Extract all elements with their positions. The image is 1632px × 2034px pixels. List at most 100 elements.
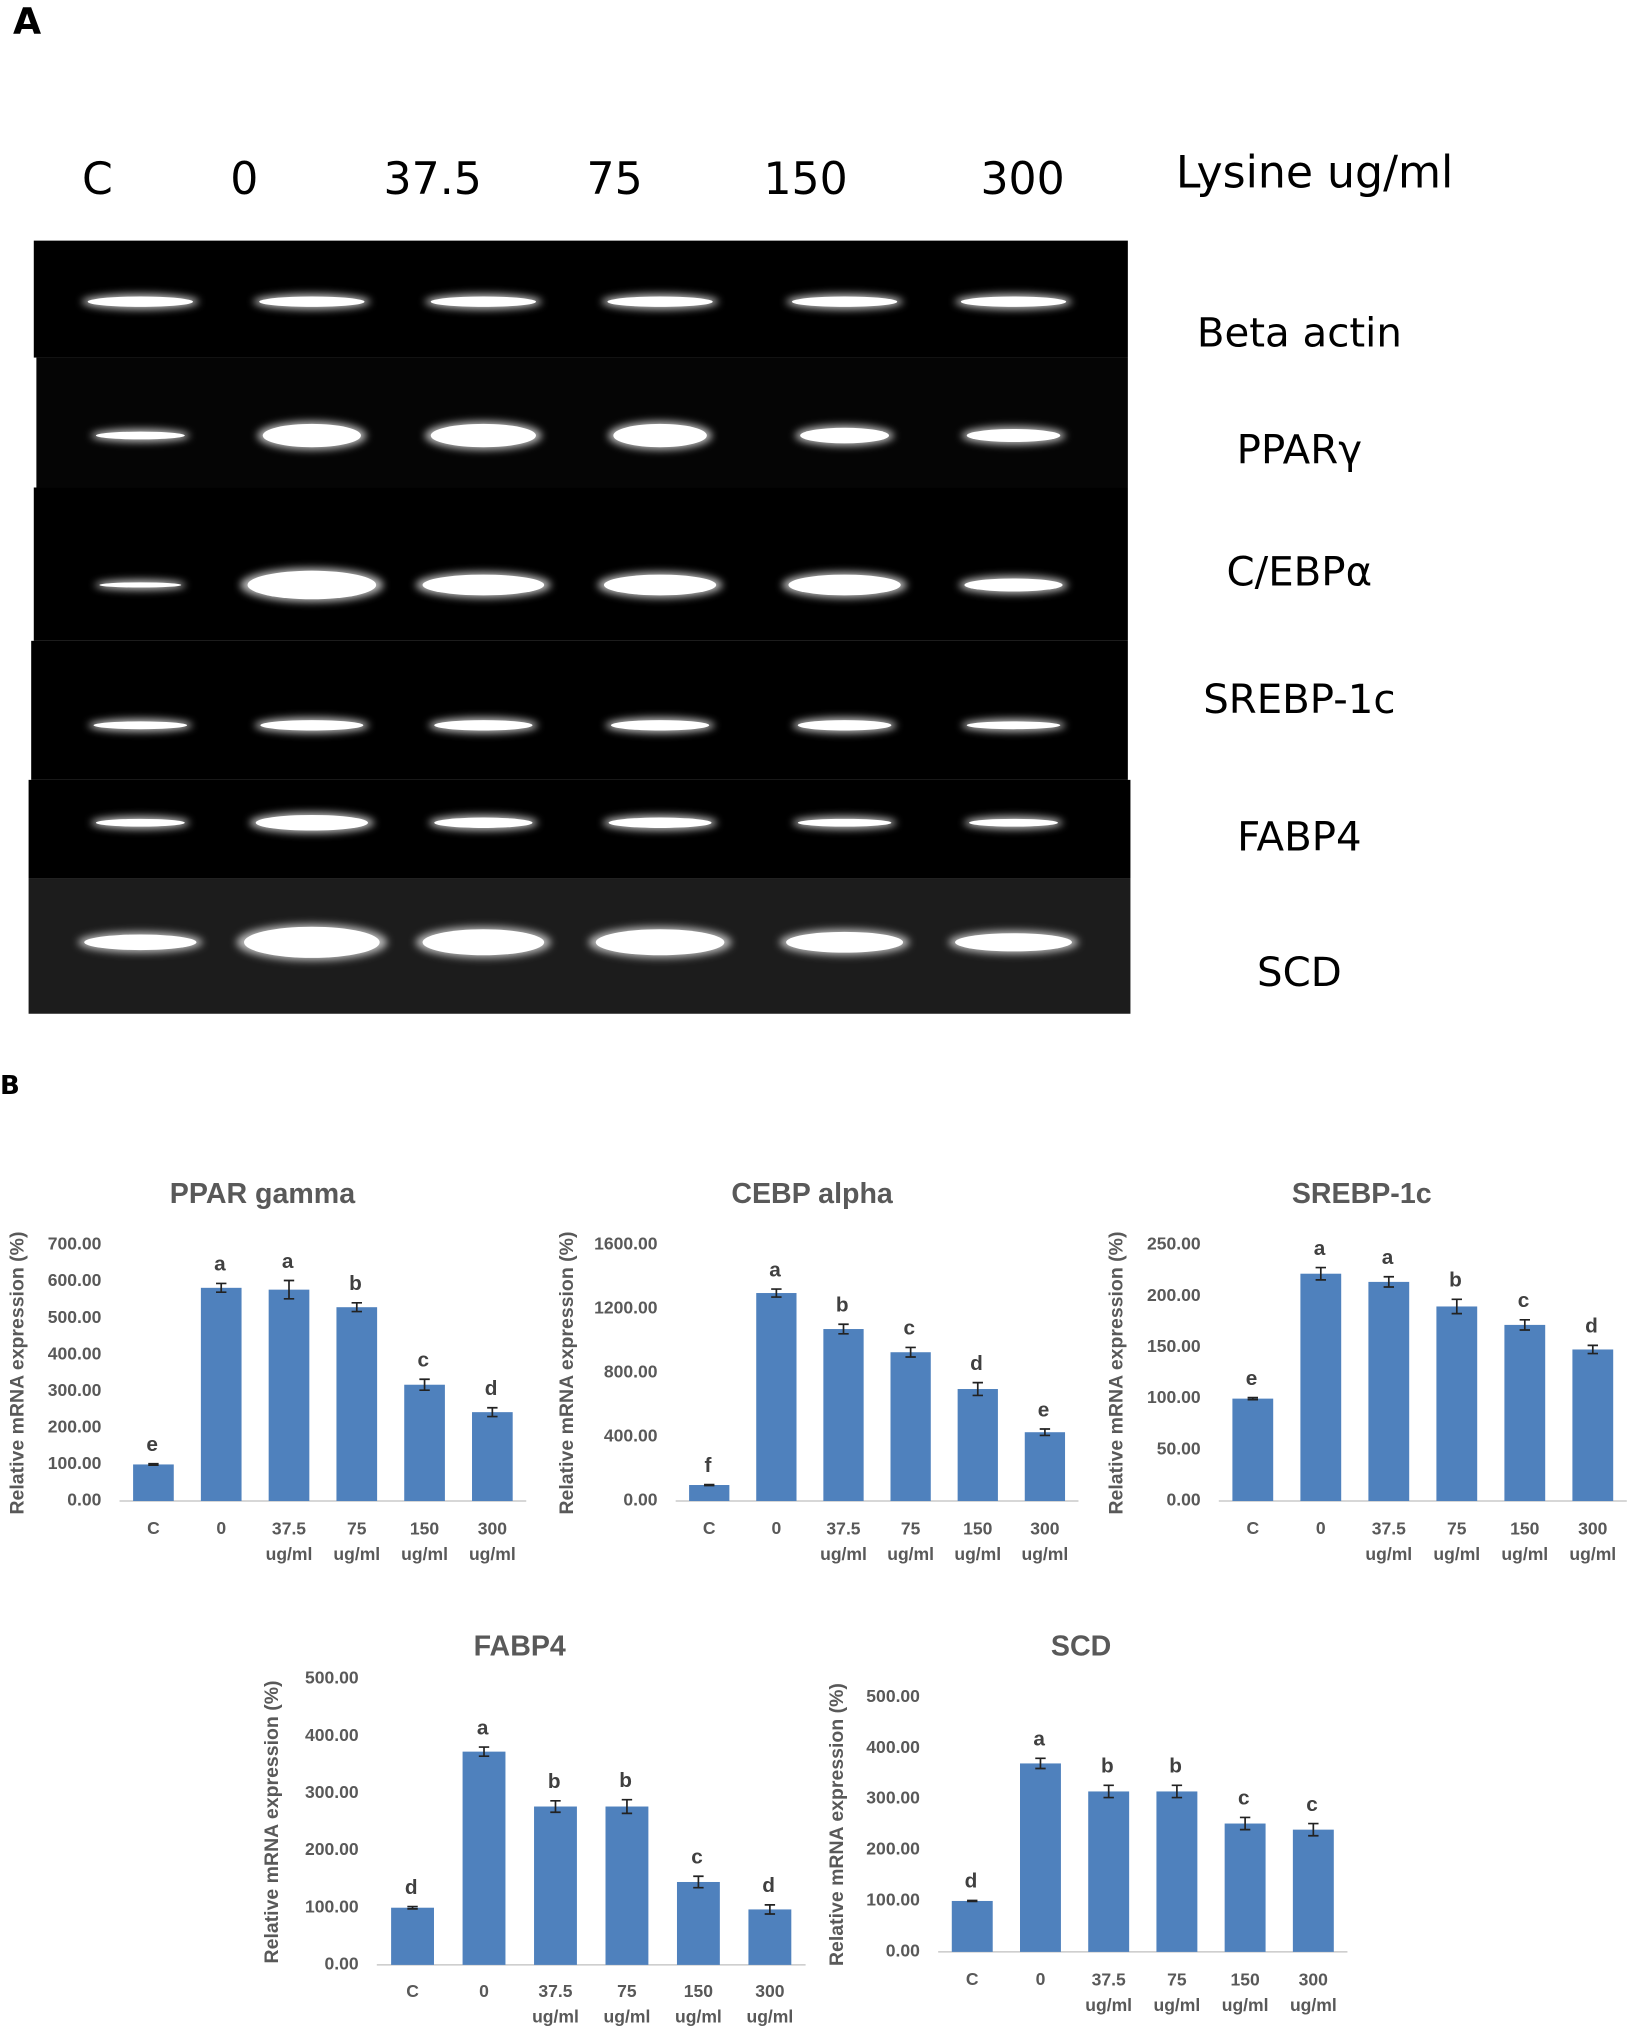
annotation: a — [1382, 1246, 1394, 1269]
x-tick-label: C — [966, 1969, 979, 1989]
annotation: b — [548, 1770, 561, 1793]
bar — [1156, 1791, 1198, 1952]
y-axis-label: Relative mRNA expression (%) — [826, 1683, 848, 1966]
x-tick-label: 150 ug/ml — [675, 1981, 722, 2026]
gel-row — [31, 640, 1128, 780]
gel-band — [87, 296, 193, 307]
gel-band — [95, 818, 185, 827]
bar — [1024, 1432, 1066, 1502]
y-tick-label: 600.00 — [48, 1270, 102, 1290]
gel-band — [255, 814, 368, 831]
x-tick-label: 0 — [1316, 1518, 1326, 1538]
bar — [391, 1907, 434, 1965]
error-bar — [487, 1406, 498, 1418]
bar — [472, 1412, 513, 1502]
error-bar — [1247, 1396, 1259, 1401]
x-tick-label: 300 ug/ml — [1569, 1518, 1616, 1563]
bar — [200, 1287, 242, 1502]
gel-band — [430, 296, 536, 307]
y-tick-label: 0.00 — [1166, 1490, 1200, 1510]
panel-label: A — [13, 0, 41, 43]
error-bar — [972, 1381, 983, 1397]
x-tick-label: C — [147, 1518, 160, 1538]
annotation: b — [836, 1294, 849, 1317]
error-bar — [1519, 1318, 1530, 1331]
y-tick-label: 150.00 — [1147, 1336, 1201, 1356]
y-tick-label: 700.00 — [48, 1234, 102, 1254]
bar — [951, 1900, 993, 1952]
x-tick-label: C — [406, 1981, 419, 2001]
error-bar — [1315, 1266, 1326, 1281]
gel-band — [613, 423, 707, 448]
gel-band — [607, 296, 713, 307]
gel-unit: Lysine ug/ml — [1176, 148, 1453, 199]
gel-band — [788, 574, 901, 596]
annotation: d — [405, 1876, 418, 1899]
error-bar — [419, 1378, 430, 1392]
x-tick-label: 150 ug/ml — [1222, 1969, 1269, 2014]
error-bar — [550, 1799, 561, 1814]
annotation: d — [485, 1377, 498, 1400]
bar — [1224, 1823, 1266, 1952]
x-tick-label: 75 ug/ml — [1154, 1969, 1201, 2014]
panel-label: B — [0, 1071, 20, 1101]
annotation: e — [146, 1433, 158, 1456]
bar — [957, 1389, 998, 1502]
x-tick-label: 0 — [216, 1518, 226, 1538]
bar — [462, 1751, 506, 1965]
gel-band — [610, 720, 710, 731]
error-bar — [838, 1323, 849, 1335]
y-tick-label: 1600.00 — [594, 1234, 658, 1254]
annotation: b — [619, 1769, 632, 1792]
bar — [748, 1909, 792, 1965]
x-tick-label: 75 ug/ml — [887, 1518, 934, 1563]
annotation: a — [769, 1258, 781, 1281]
chart-title: SCD — [1051, 1630, 1111, 1662]
y-tick-label: 0.00 — [623, 1490, 657, 1510]
bar — [404, 1384, 445, 1502]
gene-label: PPARγ — [1237, 427, 1362, 473]
y-tick-label: 100.00 — [1147, 1387, 1201, 1407]
lane-label: 150 — [763, 154, 847, 205]
gel-band — [797, 720, 892, 731]
error-bar — [1039, 1428, 1051, 1437]
gel-band — [955, 933, 1072, 952]
error-bar — [1103, 1784, 1114, 1799]
x-tick-label: 37.5 ug/ml — [820, 1518, 867, 1563]
error-bar — [478, 1746, 490, 1758]
x-tick-label: C — [1246, 1518, 1259, 1538]
annotation: c — [691, 1846, 703, 1869]
x-tick-label: 37.5 ug/ml — [532, 1981, 579, 2026]
bar — [1020, 1763, 1061, 1952]
error-bar — [1587, 1344, 1598, 1355]
error-bar — [693, 1875, 704, 1889]
y-tick-label: 0.00 — [324, 1954, 358, 1974]
bar — [1572, 1349, 1614, 1502]
bar — [676, 1881, 720, 1965]
annotation: d — [965, 1870, 978, 1893]
y-tick-label: 200.00 — [866, 1839, 920, 1859]
y-tick-label: 300.00 — [305, 1782, 359, 1802]
annotation: d — [1585, 1315, 1598, 1338]
annotation: a — [1314, 1237, 1326, 1260]
gel-band — [964, 578, 1063, 592]
lane-label: 0 — [230, 154, 258, 205]
x-tick-label: 37.5 ug/ml — [1365, 1518, 1412, 1563]
gel-band — [960, 296, 1067, 307]
y-axis-label: Relative mRNA expression (%) — [261, 1680, 283, 1963]
bar — [336, 1307, 378, 1502]
bar — [1368, 1281, 1410, 1502]
error-bar — [351, 1301, 362, 1313]
gene-label: C/EBPα — [1227, 550, 1373, 596]
gel-band — [244, 926, 380, 958]
gel-band — [430, 423, 536, 448]
x-tick-label: 0 — [1036, 1969, 1046, 1989]
error-bar — [1171, 1784, 1183, 1799]
gel-band — [800, 427, 890, 444]
gel-row — [33, 240, 1128, 358]
gel-band — [84, 934, 197, 951]
gene-label: SREBP-1c — [1203, 677, 1395, 723]
error-bar — [148, 1462, 159, 1467]
lane-label: C — [82, 154, 113, 205]
